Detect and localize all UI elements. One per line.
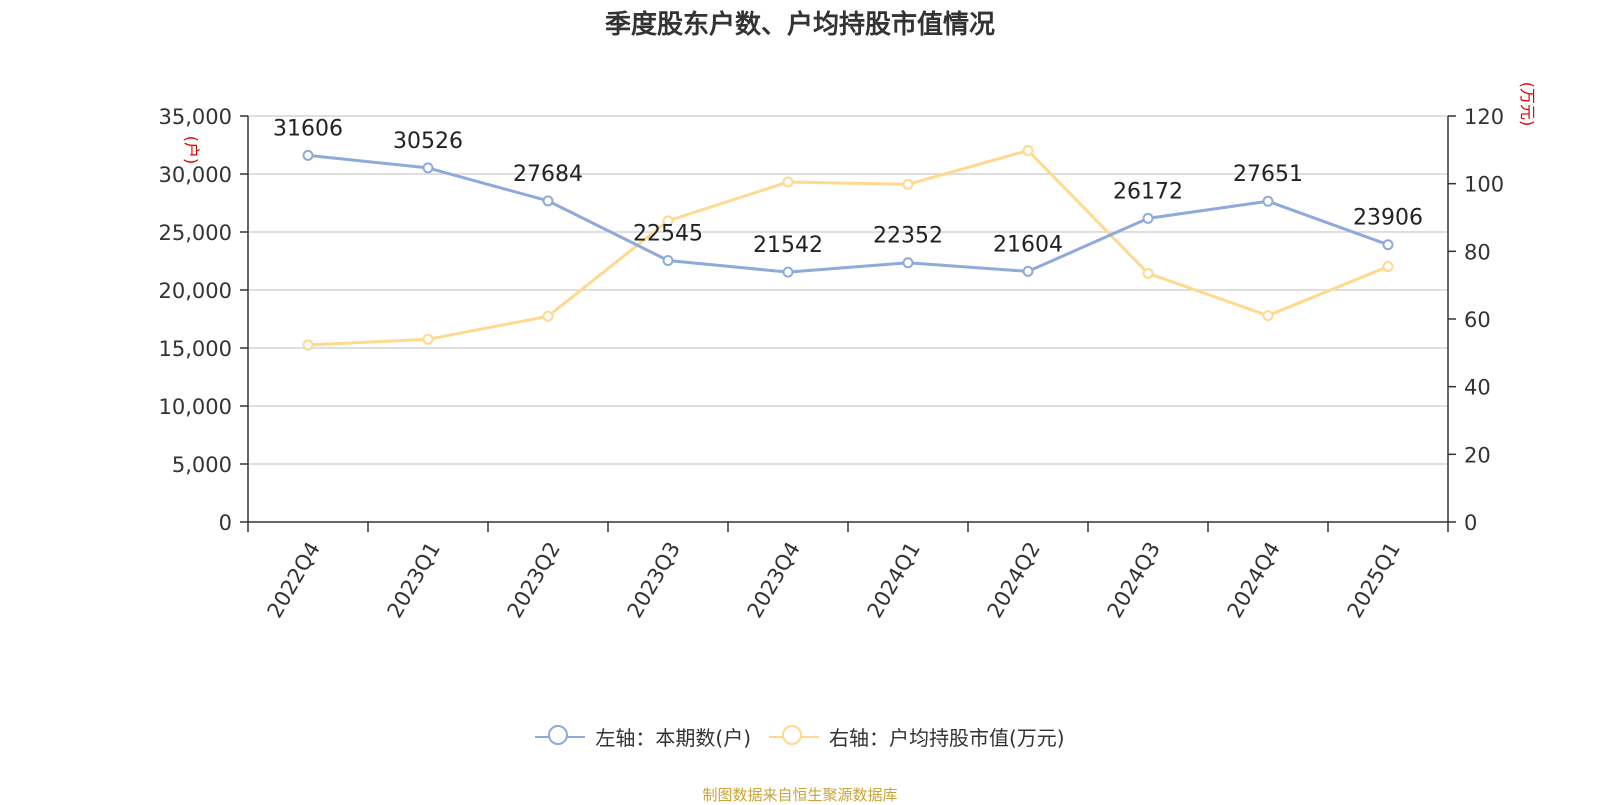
left-tick-label: 5,000	[172, 453, 232, 477]
data-label: 21604	[993, 232, 1063, 257]
x-tick-label: 2024Q3	[1103, 538, 1165, 622]
data-point-avg-value	[542, 310, 554, 322]
data-point-holders	[662, 254, 674, 266]
legend-item-left[interactable]: 左轴：本期数(户)	[535, 722, 751, 751]
data-point-avg-value	[662, 215, 674, 227]
data-point-holders	[1382, 239, 1394, 251]
right-axis-unit: (万元)	[1518, 82, 1537, 127]
right-tick-label: 80	[1464, 240, 1491, 264]
x-tick-label: 2023Q2	[503, 538, 565, 622]
data-point-avg-value	[1022, 145, 1034, 157]
legend-label-left: 左轴：本期数(户)	[595, 726, 751, 750]
left-tick-label: 35,000	[159, 105, 232, 129]
right-tick-label: 20	[1464, 443, 1491, 467]
x-tick-label: 2024Q4	[1223, 538, 1285, 622]
data-label: 22352	[873, 224, 943, 249]
data-label: 27684	[513, 162, 583, 187]
right-tick-label: 100	[1464, 173, 1504, 197]
left-axis-ticks: 0 5,000 10,000 15,000 20,000 25,000 30,000 35,0…	[159, 105, 248, 535]
x-tick-label: 2023Q1	[383, 538, 445, 622]
series-layer	[302, 145, 1394, 351]
legend-symbol-left	[535, 724, 586, 750]
left-axis-unit: (户)	[182, 136, 201, 165]
source-note: 制图数据来自恒生聚源数据库	[702, 786, 898, 804]
data-label: 30526	[393, 129, 463, 154]
series-line-holders	[307, 153, 1389, 274]
data-label: 21542	[753, 233, 823, 258]
left-tick-label: 15,000	[159, 337, 232, 361]
grid-lines	[248, 115, 1448, 465]
data-point-holders	[902, 257, 914, 269]
left-tick-label: 0	[219, 511, 232, 535]
data-point-holders	[542, 195, 554, 207]
data-point-holders	[1262, 195, 1274, 207]
x-tick-label: 2022Q4	[263, 538, 325, 622]
data-point-avg-value	[1262, 310, 1274, 322]
data-point-holders	[1022, 265, 1034, 277]
x-tick-label: 2024Q2	[983, 538, 1045, 622]
data-point-avg-value	[422, 333, 434, 345]
chart-title: 季度股东户数、户均持股市值情况	[604, 10, 995, 40]
right-axis-ticks: 0 20 40 60 80 100 120	[1448, 105, 1504, 535]
data-label: 23906	[1353, 206, 1423, 231]
data-point-avg-value	[302, 339, 314, 351]
left-tick-label: 20,000	[159, 279, 232, 303]
data-label: 26172	[1113, 179, 1183, 204]
data-point-avg-value	[782, 176, 794, 188]
x-axis-ticks: 2022Q4 2023Q1 2023Q2 2023Q3 2023Q4 2024Q1 2024…	[247, 522, 1449, 622]
series-line-avg-value	[307, 149, 1389, 347]
x-tick-label: 2023Q4	[743, 538, 805, 622]
data-label: 22545	[633, 221, 703, 246]
axis-units: (户) (万元)	[182, 82, 1537, 165]
right-tick-label: 60	[1464, 308, 1491, 332]
x-tick-label: 2024Q1	[863, 538, 925, 622]
data-point-avg-value	[902, 178, 914, 190]
data-point-avg-value	[1382, 261, 1394, 273]
data-point-holders	[302, 149, 314, 161]
data-point-holders	[782, 266, 794, 278]
legend: 左轴：本期数(户) 右轴：户均持股市值(万元)	[0, 722, 1600, 751]
data-labels: 31606 30526 27684 22545 21542 22352 21604 26172…	[273, 116, 1423, 258]
left-tick-label: 25,000	[159, 221, 232, 245]
right-tick-label: 40	[1464, 376, 1491, 400]
x-tick-label: 2023Q3	[623, 538, 685, 622]
x-tick-label: 2025Q1	[1343, 538, 1405, 622]
data-point-holders	[1142, 212, 1154, 224]
data-label: 31606	[273, 116, 343, 141]
right-tick-label: 0	[1464, 511, 1477, 535]
data-point-avg-value	[1142, 267, 1154, 279]
legend-item-right[interactable]: 右轴：户均持股市值(万元)	[769, 722, 1065, 751]
left-tick-label: 10,000	[159, 395, 232, 419]
legend-label-right: 右轴：户均持股市值(万元)	[829, 726, 1065, 750]
left-tick-label: 30,000	[159, 163, 232, 187]
data-point-holders	[422, 162, 434, 174]
data-label: 27651	[1233, 162, 1303, 187]
legend-symbol-right	[769, 724, 819, 750]
right-tick-label: 120	[1464, 105, 1504, 129]
